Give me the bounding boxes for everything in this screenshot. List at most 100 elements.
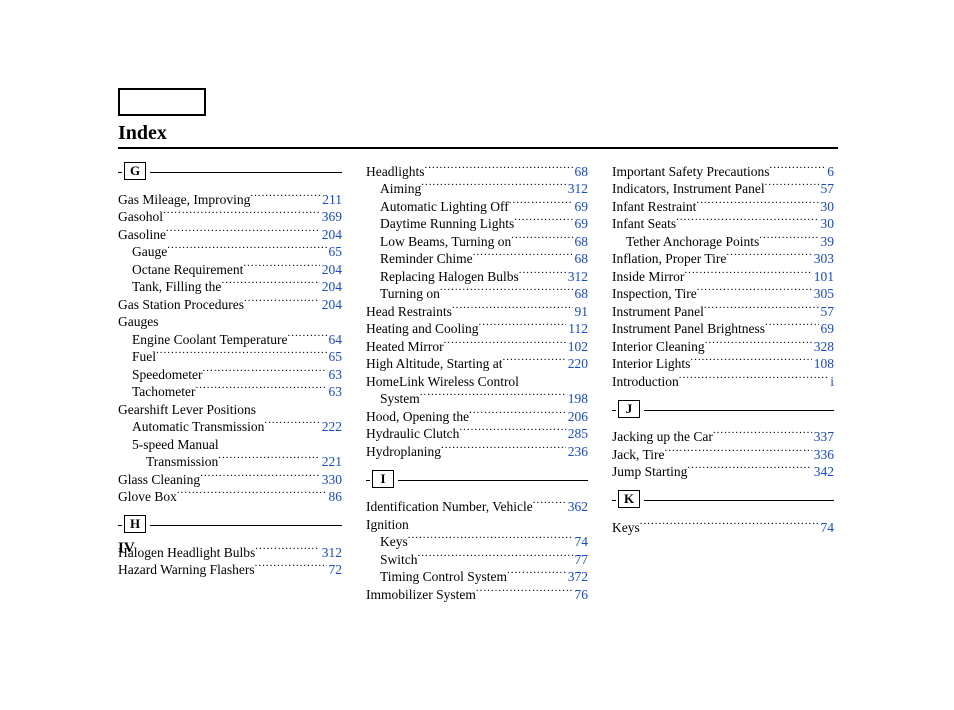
index-entry: Gasoline 204 — [118, 225, 342, 243]
top-decorative-box — [118, 88, 206, 116]
entry-page-link[interactable]: 69 — [573, 215, 589, 232]
entry-page-link[interactable]: i — [828, 373, 834, 390]
entry-leader-dots — [687, 463, 811, 477]
entry-page-link[interactable]: 222 — [320, 418, 342, 435]
index-entry: Switch77 — [366, 550, 588, 568]
entry-page-link[interactable]: 68 — [573, 285, 589, 302]
entry-page-link[interactable]: 69 — [573, 198, 589, 215]
entry-page-link[interactable]: 204 — [320, 278, 342, 295]
entry-label: Tank, Filling the — [132, 278, 221, 295]
entry-leader-dots — [765, 180, 819, 194]
entry-leader-dots — [177, 488, 327, 502]
entry-page-link[interactable]: 102 — [566, 338, 588, 355]
entry-page-link[interactable]: 72 — [327, 561, 343, 578]
entry-page-link[interactable]: 74 — [573, 533, 589, 550]
entry-page-link[interactable]: 303 — [812, 250, 834, 267]
entry-page-link[interactable]: 57 — [819, 180, 835, 197]
entry-page-link[interactable]: 362 — [566, 498, 588, 515]
entry-label: Infant Seats — [612, 215, 676, 232]
index-entry: System 198 — [366, 390, 588, 408]
entry-page-link[interactable]: 312 — [566, 268, 588, 285]
entry-leader-dots — [452, 302, 573, 316]
entry-page-link[interactable]: 198 — [566, 390, 588, 407]
index-entry: Aiming312 — [366, 180, 588, 198]
entry-page-link[interactable]: 312 — [566, 180, 588, 197]
entry-page-link[interactable]: 57 — [819, 303, 835, 320]
entry-leader-dots — [167, 243, 326, 257]
index-entry: Instrument Panel Brightness 69 — [612, 320, 834, 338]
entry-label: Immobilizer System — [366, 586, 476, 603]
entry-page-link[interactable]: 65 — [327, 243, 343, 260]
entry-leader-dots — [459, 425, 565, 439]
entry-leader-dots — [509, 197, 573, 211]
section-letter-g: G — [124, 162, 146, 180]
entry-page-link[interactable]: 220 — [566, 355, 588, 372]
entry-page-link[interactable]: 312 — [320, 544, 342, 561]
entry-label: System — [380, 390, 420, 407]
entry-page-link[interactable]: 86 — [327, 488, 343, 505]
title-rule — [118, 147, 838, 149]
entry-page-link[interactable]: 39 — [819, 233, 835, 250]
entry-page-link[interactable]: 30 — [819, 215, 835, 232]
entry-page-link[interactable]: 285 — [566, 425, 588, 442]
entry-page-link[interactable]: 68 — [573, 250, 589, 267]
section-header-h: H — [118, 515, 342, 535]
entry-page-link[interactable]: 30 — [819, 198, 835, 215]
entry-page-link[interactable]: 64 — [327, 331, 343, 348]
entry-page-link[interactable]: 337 — [812, 428, 834, 445]
entry-label: Instrument Panel Brightness — [612, 320, 765, 337]
entry-leader-dots — [726, 250, 811, 264]
entry-page-link[interactable]: 76 — [573, 586, 589, 603]
entry-leader-dots — [256, 400, 342, 414]
entry-label: Indicators, Instrument Panel — [612, 180, 765, 197]
entry-page-link[interactable]: 236 — [566, 443, 588, 460]
entry-page-link[interactable]: 91 — [573, 303, 589, 320]
entry-page-link[interactable]: 63 — [327, 366, 343, 383]
entry-page-link[interactable]: 101 — [812, 268, 834, 285]
index-entry: Engine Coolant Temperature64 — [118, 330, 342, 348]
entry-leader-dots — [640, 518, 819, 532]
entry-leader-dots — [503, 355, 566, 369]
entry-page-link[interactable]: 77 — [573, 551, 589, 568]
entry-page-link[interactable]: 328 — [812, 338, 834, 355]
entry-leader-dots — [163, 208, 320, 222]
entry-label: Turning on — [380, 285, 440, 302]
entry-page-link[interactable]: 336 — [812, 446, 834, 463]
entry-page-link[interactable]: 204 — [320, 261, 342, 278]
index-column-2: Headlights68Aiming312Automatic Lighting … — [366, 162, 588, 603]
entry-label: Gasoline — [118, 226, 166, 243]
entry-page-link[interactable]: 68 — [573, 163, 589, 180]
entry-label: Introduction — [612, 373, 679, 390]
entry-page-link[interactable]: 221 — [320, 453, 342, 470]
index-entry: Keys74 — [612, 518, 834, 536]
section-k: K Keys74 — [612, 490, 834, 536]
entry-page-link[interactable]: 63 — [327, 383, 343, 400]
entry-page-link[interactable]: 206 — [566, 408, 588, 425]
entry-page-link[interactable]: 112 — [566, 320, 588, 337]
entry-page-link[interactable]: 369 — [320, 208, 342, 225]
entry-label: Daytime Running Lights — [380, 215, 514, 232]
entry-leader-dots — [420, 390, 566, 404]
entry-label: Tachometer — [132, 383, 196, 400]
entry-page-link[interactable]: 69 — [819, 320, 835, 337]
entry-leader-dots — [441, 442, 566, 456]
entry-label: Jack, Tire — [612, 446, 665, 463]
entry-page-link[interactable]: 330 — [320, 471, 342, 488]
entry-page-link[interactable]: 68 — [573, 233, 589, 250]
entry-page-link[interactable]: 211 — [320, 191, 342, 208]
index-entry: Tachometer 63 — [118, 383, 342, 401]
entry-page-link[interactable]: 74 — [819, 519, 835, 536]
entry-page-link[interactable]: 305 — [812, 285, 834, 302]
entry-leader-dots — [476, 585, 573, 599]
entry-leader-dots — [765, 320, 819, 334]
entry-page-link[interactable]: 6 — [825, 163, 834, 180]
entry-page-link[interactable]: 108 — [812, 355, 834, 372]
index-entry: Head Restraints91 — [366, 302, 588, 320]
entry-page-link[interactable]: 204 — [320, 226, 342, 243]
entry-page-link[interactable]: 372 — [566, 568, 588, 585]
section-entries-i-col2: Identification Number, Vehicle362Ignitio… — [366, 498, 588, 603]
entry-page-link[interactable]: 204 — [320, 296, 342, 313]
entry-page-link[interactable]: 342 — [812, 463, 834, 480]
entry-page-link[interactable]: 65 — [327, 348, 343, 365]
entry-leader-dots — [244, 295, 320, 309]
